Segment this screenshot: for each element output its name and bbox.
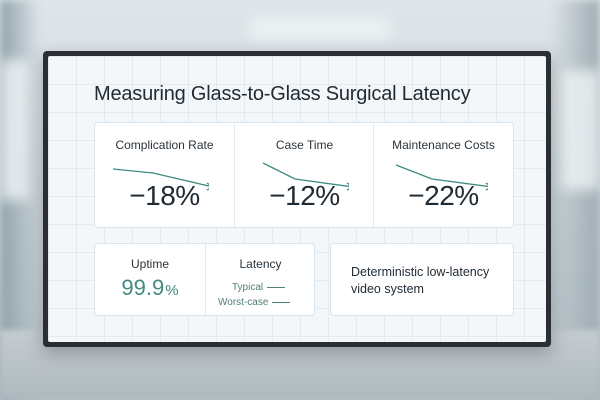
metric-value: −12% — [269, 180, 340, 211]
latency-panel: Latency Typical Worst-case — [205, 244, 315, 315]
legend-worst-case-line — [272, 301, 291, 303]
metrics-card: Complication Rate −18% Case Time −12% Ma… — [94, 122, 514, 228]
status-card: Uptime 99.9% Latency Typical Worst-case — [94, 243, 315, 316]
uptime-panel: Uptime 99.9% — [95, 244, 205, 315]
dashboard-screen: Measuring Glass-to-Glass Surgical Latenc… — [48, 56, 546, 342]
legend-typical-label: Typical — [232, 282, 264, 293]
page-title: Measuring Glass-to-Glass Surgical Latenc… — [94, 83, 471, 105]
uptime-value: 99.9% — [95, 275, 205, 301]
downtrend-arrow-icon — [262, 162, 349, 191]
legend-typical-line — [267, 286, 286, 288]
metric-value: −22% — [408, 180, 479, 211]
latency-label: Latency — [239, 257, 282, 271]
metric-case-time: Case Time −12% — [234, 123, 374, 227]
downtrend-arrow-icon — [112, 168, 209, 191]
background-window — [250, 18, 390, 40]
uptime-number: 99.9 — [121, 275, 165, 300]
uptime-label: Uptime — [130, 257, 169, 271]
system-line-1: Deterministic low-latency — [351, 265, 490, 279]
legend-worst-case: Worst-case — [218, 297, 291, 308]
uptime-unit: % — [165, 282, 179, 299]
system-card: Deterministic low-latency video system — [330, 243, 514, 316]
legend-worst-case-label: Worst-case — [218, 297, 269, 308]
metric-label: Case Time — [275, 138, 334, 152]
metric-value: −18% — [129, 180, 200, 211]
system-line-2: video system — [351, 282, 424, 296]
metric-label: Maintenance Costs — [392, 138, 495, 152]
legend-typical: Typical — [232, 282, 286, 293]
downtrend-arrow-icon — [395, 164, 488, 191]
display-monitor: Measuring Glass-to-Glass Surgical Latenc… — [43, 51, 551, 347]
background-window — [560, 70, 600, 190]
metric-maintenance-costs: Maintenance Costs −22% — [373, 123, 513, 227]
metric-label: Complication Rate — [115, 138, 214, 152]
system-description: Deterministic low-latency video system — [351, 264, 489, 298]
metric-complication-rate: Complication Rate −18% — [95, 123, 234, 227]
background-window — [0, 60, 30, 200]
